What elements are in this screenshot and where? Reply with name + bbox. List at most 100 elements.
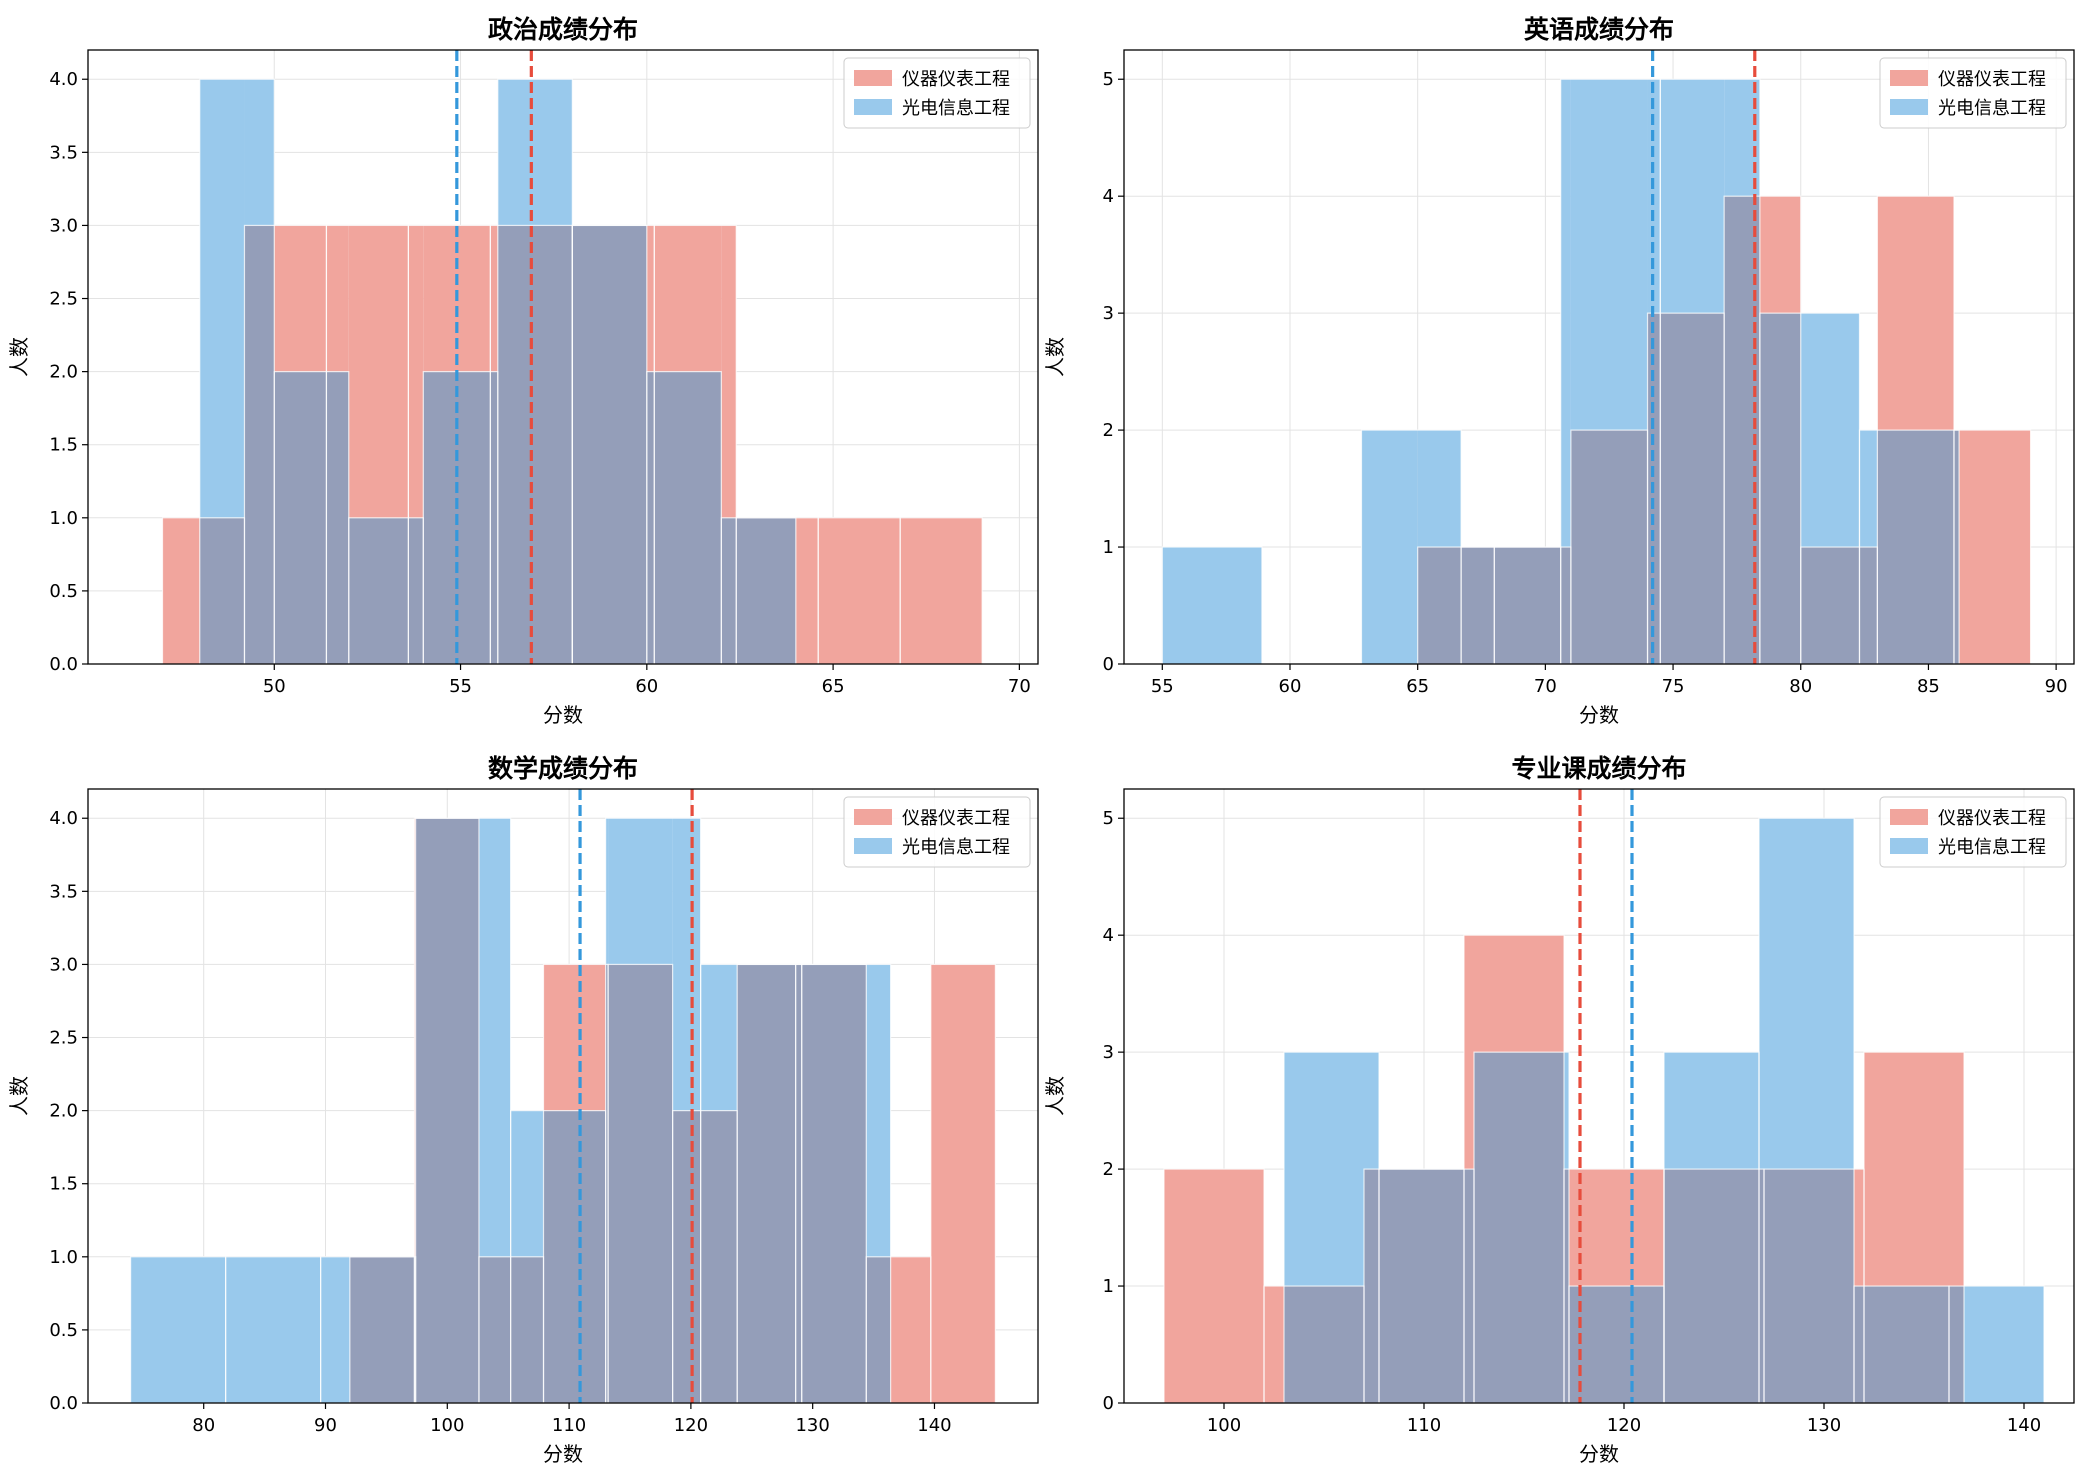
y-tick-label: 3	[1103, 1042, 1114, 1063]
legend-swatch	[1890, 809, 1928, 825]
legend-label: 仪器仪表工程	[1938, 69, 2046, 90]
y-tick-label: 2	[1103, 420, 1114, 441]
bar-overlap	[1379, 1169, 1464, 1403]
bar-series-b	[1361, 430, 1418, 664]
bar-series-a	[646, 225, 655, 372]
y-tick-label: 4	[1103, 925, 1114, 946]
x-tick-label: 75	[1662, 676, 1685, 697]
bar-series-b	[1660, 79, 1725, 314]
bar-series-a	[1864, 1052, 1949, 1287]
x-axis-label: 分数	[543, 1442, 583, 1466]
bar-overlap	[1953, 430, 1960, 664]
y-tick-label: 2	[1103, 1159, 1114, 1180]
x-tick-label: 140	[917, 1415, 951, 1436]
subplot-1: 50 55 60 65 70 0.0 0.5 1.0 1.5 2.0 2.5 3.0 3.5 4.0 政治成…	[7, 15, 1039, 727]
y-tick-label: 3.5	[49, 881, 78, 902]
x-tick-label: 100	[430, 1415, 464, 1436]
legend-swatch	[1890, 70, 1928, 86]
bar-overlap	[1864, 1286, 1949, 1403]
bar-overlap	[795, 964, 802, 1403]
legend-label: 光电信息工程	[1938, 98, 2046, 119]
x-tick-label: 110	[552, 1415, 586, 1436]
y-tick-label: 1.0	[49, 1247, 78, 1268]
y-tick-label: 0	[1103, 1393, 1114, 1414]
y-tick-label: 5	[1103, 69, 1114, 90]
y-tick-label: 0.5	[49, 1320, 78, 1341]
y-tick-label: 0.0	[49, 654, 78, 675]
y-tick-label: 4	[1103, 186, 1114, 207]
bar-series-a	[490, 225, 498, 372]
bar-overlap	[672, 1110, 701, 1403]
bar-overlap	[700, 1110, 738, 1403]
y-tick-label: 1.5	[49, 1174, 78, 1195]
bar-series-b	[1964, 1286, 2044, 1403]
bar-series-a	[1464, 935, 1474, 1170]
x-tick-label: 130	[795, 1415, 829, 1436]
y-axis-label: 人数	[7, 337, 31, 377]
bar-series-a	[414, 818, 416, 1257]
bar-overlap	[1569, 1286, 1664, 1403]
bar-overlap	[510, 1256, 544, 1403]
bar-series-a	[326, 225, 349, 372]
bar-series-b	[497, 79, 573, 226]
y-tick-label: 1.0	[49, 508, 78, 529]
bar-overlap	[490, 371, 498, 664]
x-tick-label: 110	[1407, 1415, 1441, 1436]
axes-frame	[1123, 49, 2075, 665]
bar-series-a	[930, 964, 996, 1403]
bar-overlap	[1284, 1286, 1364, 1403]
bar-overlap	[244, 225, 275, 664]
x-axis-label: 分数	[1579, 703, 1619, 727]
legend-label: 仪器仪表工程	[902, 69, 1010, 90]
bar-series-b	[1764, 818, 1854, 1170]
bar-overlap	[1859, 547, 1878, 664]
y-axis-label: 人数	[1043, 337, 1067, 377]
y-tick-label: 2.0	[49, 1101, 78, 1122]
bar-overlap	[721, 517, 737, 664]
x-tick-label: 80	[192, 1415, 215, 1436]
legend-label: 仪器仪表工程	[902, 808, 1010, 829]
bar-overlap	[646, 371, 655, 664]
bar-series-b	[1162, 547, 1262, 664]
y-tick-label: 4.0	[49, 69, 78, 90]
bar-series-a	[1949, 1052, 1964, 1287]
bar-overlap	[1877, 430, 1954, 664]
chart-title: 数学成绩分布	[488, 754, 638, 783]
legend-label: 仪器仪表工程	[1938, 808, 2046, 829]
bar-overlap	[199, 517, 245, 664]
bar-series-b	[1284, 1052, 1364, 1287]
bar-overlap	[737, 964, 796, 1403]
y-tick-label: 4.0	[49, 808, 78, 829]
bar-series-b	[608, 818, 673, 965]
bar-series-a	[274, 225, 327, 372]
bar-series-a	[348, 225, 409, 518]
axes-frame	[1123, 788, 2075, 1404]
bar-overlap	[1494, 547, 1561, 664]
y-tick-label: 1	[1103, 537, 1114, 558]
chart-title: 英语成绩分布	[1524, 15, 1674, 44]
legend-label: 光电信息工程	[1938, 837, 2046, 858]
bar-overlap	[608, 964, 673, 1403]
bar-series-b	[130, 1256, 226, 1403]
legend-swatch	[854, 99, 892, 115]
bar-series-b	[1759, 818, 1764, 1170]
x-tick-label: 55	[449, 676, 472, 697]
bar-overlap	[1464, 1169, 1474, 1403]
y-axis-label: 人数	[7, 1076, 31, 1116]
y-tick-label: 3.0	[49, 954, 78, 975]
bar-overlap	[543, 1110, 606, 1403]
bar-overlap	[1759, 313, 1801, 664]
y-tick-label: 3	[1103, 303, 1114, 324]
y-tick-label: 0.0	[49, 1393, 78, 1414]
bar-series-a	[543, 964, 606, 1111]
legend-swatch	[854, 838, 892, 854]
bar-overlap	[1560, 547, 1571, 664]
bar-series-a	[1759, 196, 1801, 314]
chart-title: 政治成绩分布	[488, 15, 638, 44]
